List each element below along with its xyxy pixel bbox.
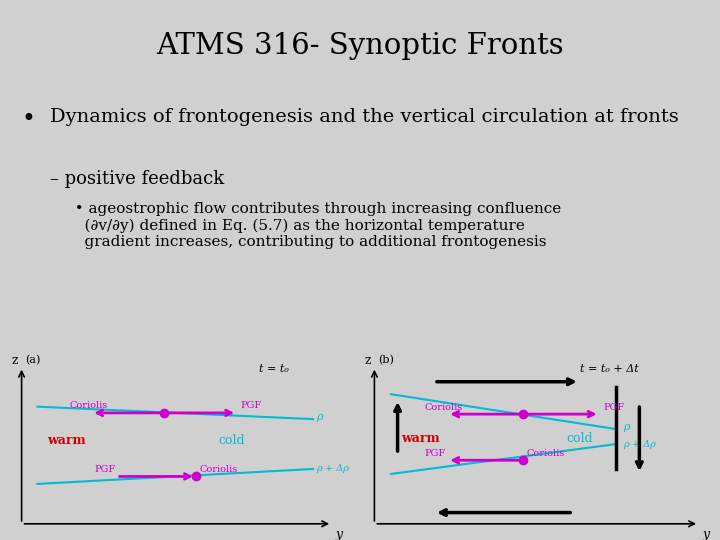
Text: (a): (a) [24,355,40,365]
Text: PGF: PGF [424,449,446,458]
Text: ρ + Δρ: ρ + Δρ [623,440,656,449]
Text: z: z [364,354,371,367]
Text: PGF: PGF [240,401,261,410]
Text: Coriolis: Coriolis [527,449,565,458]
Text: Coriolis: Coriolis [199,465,238,474]
Text: Dynamics of frontogenesis and the vertical circulation at fronts: Dynamics of frontogenesis and the vertic… [50,108,679,126]
Text: ρ + Δρ: ρ + Δρ [316,464,349,474]
Text: (b): (b) [378,355,394,365]
Text: t = t₀: t = t₀ [259,364,289,374]
Text: ρ: ρ [316,413,323,422]
Text: warm: warm [401,431,440,444]
Text: y: y [702,528,709,540]
Text: t = t₀ + Δt: t = t₀ + Δt [580,364,639,374]
Text: PGF: PGF [603,403,624,411]
Text: cold: cold [218,434,245,447]
Text: warm: warm [47,434,86,447]
Text: •: • [22,108,35,131]
Text: cold: cold [567,431,593,444]
Text: z: z [12,354,19,367]
Text: • ageostrophic flow contributes through increasing confluence
    (∂v/∂y) define: • ageostrophic flow contributes through … [65,202,561,249]
Text: y: y [336,528,342,540]
Text: Coriolis: Coriolis [69,401,107,410]
Text: ATMS 316- Synoptic Fronts: ATMS 316- Synoptic Fronts [156,32,564,60]
Text: ρ: ρ [623,422,629,433]
Text: Coriolis: Coriolis [424,403,462,411]
Text: – positive feedback: – positive feedback [50,170,225,188]
Text: PGF: PGF [94,465,116,474]
